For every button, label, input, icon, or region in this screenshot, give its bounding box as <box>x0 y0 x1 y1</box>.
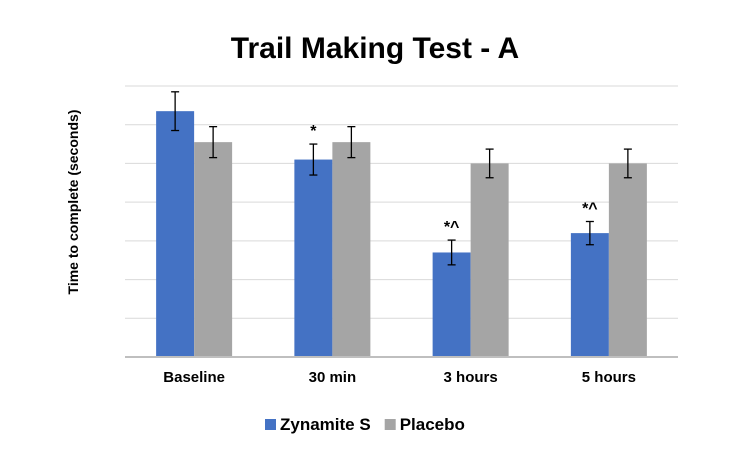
x-tick-label: Baseline <box>163 369 225 386</box>
error-bar <box>447 239 456 266</box>
significance-marker: *^ <box>582 201 598 218</box>
legend-item-placebo: Placebo <box>384 415 465 434</box>
error-bar <box>309 143 318 176</box>
legend-label: Zynamite S <box>280 415 371 434</box>
legend-item-zynamite-s: Zynamite S <box>265 415 371 434</box>
error-bar <box>623 148 632 179</box>
chart-title: Trail Making Test - A <box>231 32 519 65</box>
bar-placebo-2 <box>470 163 509 357</box>
bar-zynamite-s-3 <box>570 233 609 357</box>
x-tick-labels: Baseline 30 min 3 hours 5 hours <box>163 369 636 386</box>
error-bar <box>585 220 594 246</box>
bar-zynamite-s-0 <box>156 111 195 358</box>
legend: Zynamite S Placebo <box>265 415 465 434</box>
legend-label: Placebo <box>400 415 465 434</box>
y-axis-label: Time to complete (seconds) <box>65 110 81 295</box>
error-bar <box>485 148 494 179</box>
significance-marker: * <box>310 123 317 140</box>
error-bar <box>209 126 218 159</box>
error-bars <box>171 91 632 266</box>
bar-zynamite-s-2 <box>432 252 471 357</box>
x-tick-label: 3 hours <box>444 369 498 386</box>
error-bar <box>171 91 180 132</box>
x-tick-label: 30 min <box>309 369 357 386</box>
bar-placebo-3 <box>608 163 647 357</box>
error-bar <box>347 126 356 159</box>
x-tick-label: 5 hours <box>582 369 636 386</box>
legend-swatch <box>265 419 276 430</box>
significance-marker: *^ <box>444 219 460 236</box>
bar-placebo-0 <box>194 142 233 357</box>
bar-placebo-1 <box>332 142 371 357</box>
annotations: * *^ *^ <box>310 123 597 236</box>
bars <box>156 111 647 358</box>
legend-swatch <box>384 419 396 430</box>
bar-zynamite-s-1 <box>294 159 333 357</box>
